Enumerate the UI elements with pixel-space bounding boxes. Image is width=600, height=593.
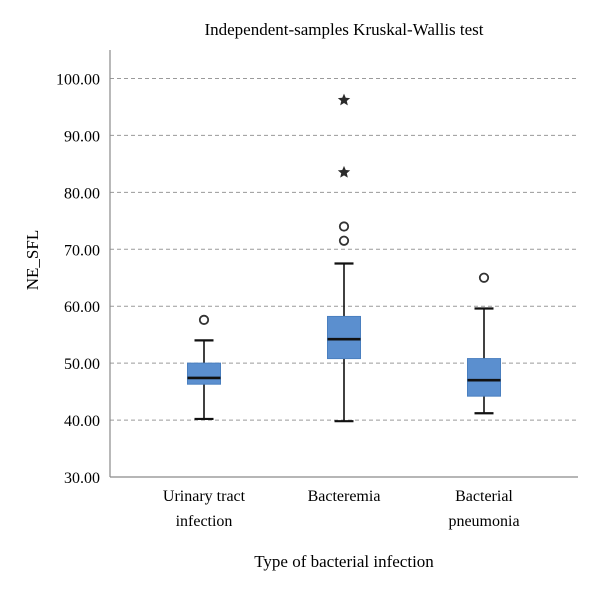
iqr-box [327,315,361,360]
y-tick-label: 70.00 [64,242,100,259]
y-tick-label: 80.00 [64,185,100,202]
y-tick-label: 40.00 [64,413,100,430]
iqr-box [187,362,221,385]
iqr-box [467,358,501,397]
x-category-label: infection [176,513,233,530]
y-tick-label: 100.00 [56,71,100,88]
boxes [187,93,501,423]
x-axis-title: Type of bacterial infection [254,552,434,571]
y-tick-label: 60.00 [64,299,100,316]
y-tick-label: 50.00 [64,356,100,373]
box-group [467,272,501,415]
y-axis-title: NE_SFL [23,230,42,290]
x-category-label: pneumonia [448,513,519,530]
y-tick-label: 30.00 [64,470,100,487]
axes [109,50,578,478]
axis-labels: 30.00 40.00 50.00 60.00 70.00 80.00 90.00 100.0… [56,71,520,530]
outlier-marker [338,221,350,232]
outlier-marker [338,235,350,246]
x-category-label: Urinary tract [163,488,246,505]
box-group [187,314,221,421]
extreme-outlier-marker [337,93,351,106]
x-category-label: Bacterial [455,488,513,505]
y-tick-label: 90.00 [64,128,100,145]
outlier-marker [198,314,210,325]
x-category-label: Bacteremia [308,488,381,505]
chart-title: Independent-samples Kruskal-Wallis test [204,20,483,39]
box-group [327,93,361,423]
extreme-outlier-marker [337,165,351,178]
outlier-marker [478,272,490,283]
